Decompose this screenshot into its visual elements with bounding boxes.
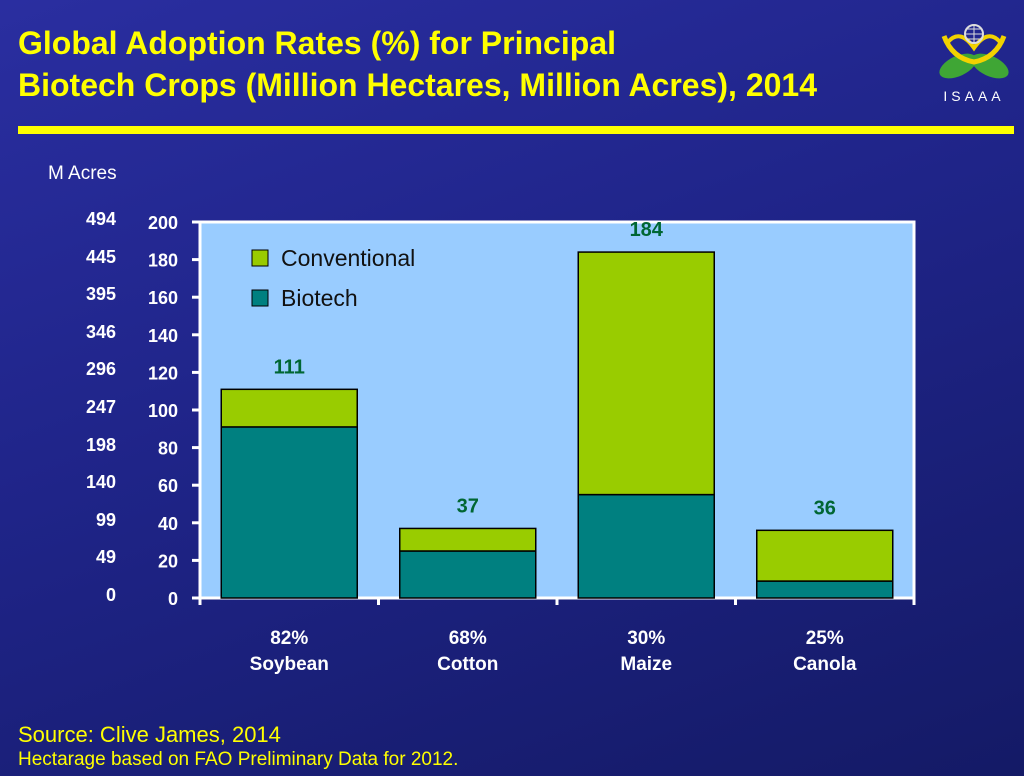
legend-label-biotech: Biotech: [281, 285, 358, 311]
y-tick-label: 100: [148, 401, 178, 421]
y-tick-label: 120: [148, 363, 178, 383]
secondary-tick-label: 247: [85, 397, 116, 417]
category-label-soybean: Soybean: [250, 654, 329, 675]
chart: 0 20 40 60 80 100 120 140 160 180 200 111 82% Soybean…: [148, 213, 914, 675]
y-tick-label: 180: [148, 251, 178, 271]
total-label-cotton: 37: [457, 495, 479, 517]
y-tick-label: 80: [158, 439, 178, 459]
legend-swatch-conventional: [251, 249, 269, 267]
bar-conventional-maize: [577, 251, 715, 496]
secondary-tick-label: 49: [95, 547, 116, 568]
isaaa-logo: ISAAA: [930, 18, 1018, 110]
total-label-soybean: 111: [274, 356, 305, 378]
secondary-tick-label: 395: [85, 284, 116, 305]
secondary-tick-label: 140: [85, 472, 116, 493]
footnote: Hectarage based on FAO Preliminary Data …: [18, 749, 459, 770]
chart-title: Global Adoption Rates (%) for Principal …: [18, 22, 918, 106]
title-line-2: Biotech Crops (Million Hectares, Million…: [18, 67, 818, 103]
bar-conventional-cotton: [399, 527, 537, 552]
y-tick-label: 20: [158, 551, 178, 571]
legend-label-conventional: Conventional: [281, 245, 415, 271]
title-divider: [18, 126, 1014, 134]
total-label-canola: 36: [814, 497, 836, 519]
category-percent-canola: 25%: [806, 628, 844, 649]
secondary-tick-label: 494: [85, 209, 116, 229]
bar-biotech-soybean: [220, 426, 358, 599]
y-tick-label: 40: [158, 514, 178, 534]
secondary-tick-label: 198: [85, 434, 116, 455]
secondary-axis-label: M Acres: [48, 163, 117, 184]
bar-biotech-canola: [756, 580, 894, 599]
y-tick-label: 140: [148, 326, 178, 346]
bar-biotech-cotton: [399, 550, 537, 599]
secondary-tick-label: 346: [85, 321, 116, 342]
secondary-tick-label: 99: [95, 509, 116, 530]
category-percent-soybean: 82%: [270, 628, 308, 649]
secondary-tick-label: 445: [85, 246, 116, 267]
category-label-cotton: Cotton: [437, 654, 498, 675]
category-label-canola: Canola: [793, 654, 857, 675]
y-tick-label: 60: [158, 476, 178, 496]
y-tick-label: 160: [148, 288, 178, 308]
bar-conventional-soybean: [220, 388, 358, 428]
secondary-tick-label: 0: [105, 585, 116, 605]
category-percent-cotton: 68%: [449, 628, 487, 649]
title-line-1: Global Adoption Rates (%) for Principal: [18, 25, 616, 61]
bar-biotech-maize: [577, 493, 715, 599]
category-percent-maize: 30%: [627, 628, 665, 649]
leaf-logo-icon: [939, 24, 1009, 79]
bar-conventional-canola: [756, 529, 894, 582]
category-label-maize: Maize: [620, 654, 672, 675]
total-label-maize: 184: [630, 219, 664, 241]
legend-swatch-biotech: [251, 289, 269, 307]
logo-text: ISAAA: [943, 88, 1005, 104]
y-tick-label: 0: [168, 589, 178, 609]
y-tick-label: 200: [148, 213, 178, 233]
secondary-tick-label: 296: [85, 359, 116, 380]
source-note: Source: Clive James, 2014: [18, 722, 281, 747]
